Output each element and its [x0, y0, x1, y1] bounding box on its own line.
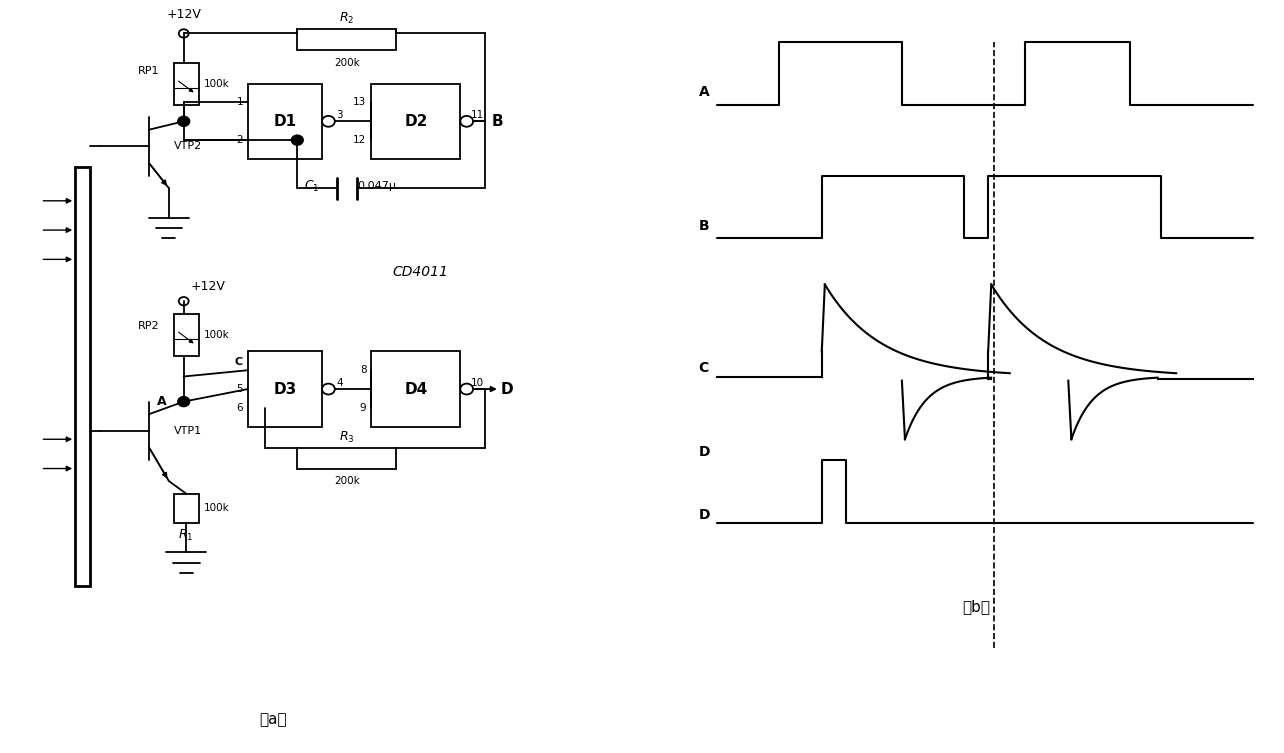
Bar	[298, 447, 395, 468]
Bar	[371, 352, 460, 427]
Text: CD4011: CD4011	[393, 265, 448, 279]
Text: 6: 6	[236, 403, 243, 413]
Text: $C_1$: $C_1$	[304, 178, 320, 194]
Text: VTP2: VTP2	[173, 142, 202, 151]
Circle shape	[177, 116, 190, 127]
Text: 13: 13	[353, 97, 366, 108]
Text: D: D	[698, 508, 710, 522]
Bar	[173, 494, 199, 523]
Bar	[173, 314, 199, 355]
Text: 100k: 100k	[203, 503, 230, 514]
Text: A: A	[698, 85, 709, 99]
Text: +12V: +12V	[191, 280, 226, 293]
Text: 100k: 100k	[203, 330, 230, 340]
Text: （b）: （b）	[962, 599, 990, 614]
Text: RP1: RP1	[137, 66, 159, 76]
Text: D3: D3	[273, 382, 297, 397]
Bar	[173, 62, 199, 105]
Text: 12: 12	[353, 135, 366, 145]
Text: （a）: （a）	[259, 712, 286, 727]
Text: $R_1$: $R_1$	[178, 528, 194, 543]
Bar	[74, 167, 90, 586]
Text: 100k: 100k	[203, 78, 230, 89]
Text: $R_3$: $R_3$	[339, 430, 354, 445]
Bar	[298, 29, 395, 50]
Text: C: C	[698, 361, 709, 375]
Text: D2: D2	[404, 114, 428, 129]
Text: 200k: 200k	[334, 58, 360, 68]
Bar	[371, 84, 460, 159]
Text: 9: 9	[360, 403, 366, 413]
Text: C: C	[235, 357, 243, 367]
Text: 1: 1	[236, 97, 243, 108]
Bar	[248, 84, 322, 159]
Text: 4: 4	[336, 378, 343, 388]
Text: 3: 3	[336, 110, 343, 120]
Circle shape	[291, 135, 303, 145]
Text: 0.047μ: 0.047μ	[357, 181, 395, 191]
Text: RP2: RP2	[137, 322, 159, 331]
Text: D: D	[698, 445, 710, 459]
Text: 200k: 200k	[334, 476, 360, 486]
Text: D4: D4	[404, 382, 428, 397]
Text: VTP1: VTP1	[173, 426, 202, 436]
Circle shape	[177, 397, 190, 407]
Text: B: B	[492, 114, 503, 129]
Bar	[248, 352, 322, 427]
Text: 10: 10	[471, 378, 484, 388]
Text: 2: 2	[236, 135, 243, 145]
Text: B: B	[698, 219, 709, 233]
Text: 8: 8	[360, 365, 366, 375]
Text: A: A	[157, 395, 167, 408]
Text: 5: 5	[236, 384, 243, 394]
Text: $R_2$: $R_2$	[339, 11, 354, 26]
Text: D1: D1	[273, 114, 297, 129]
Text: 11: 11	[471, 110, 484, 120]
Text: +12V: +12V	[166, 8, 202, 21]
Text: D: D	[501, 382, 514, 397]
